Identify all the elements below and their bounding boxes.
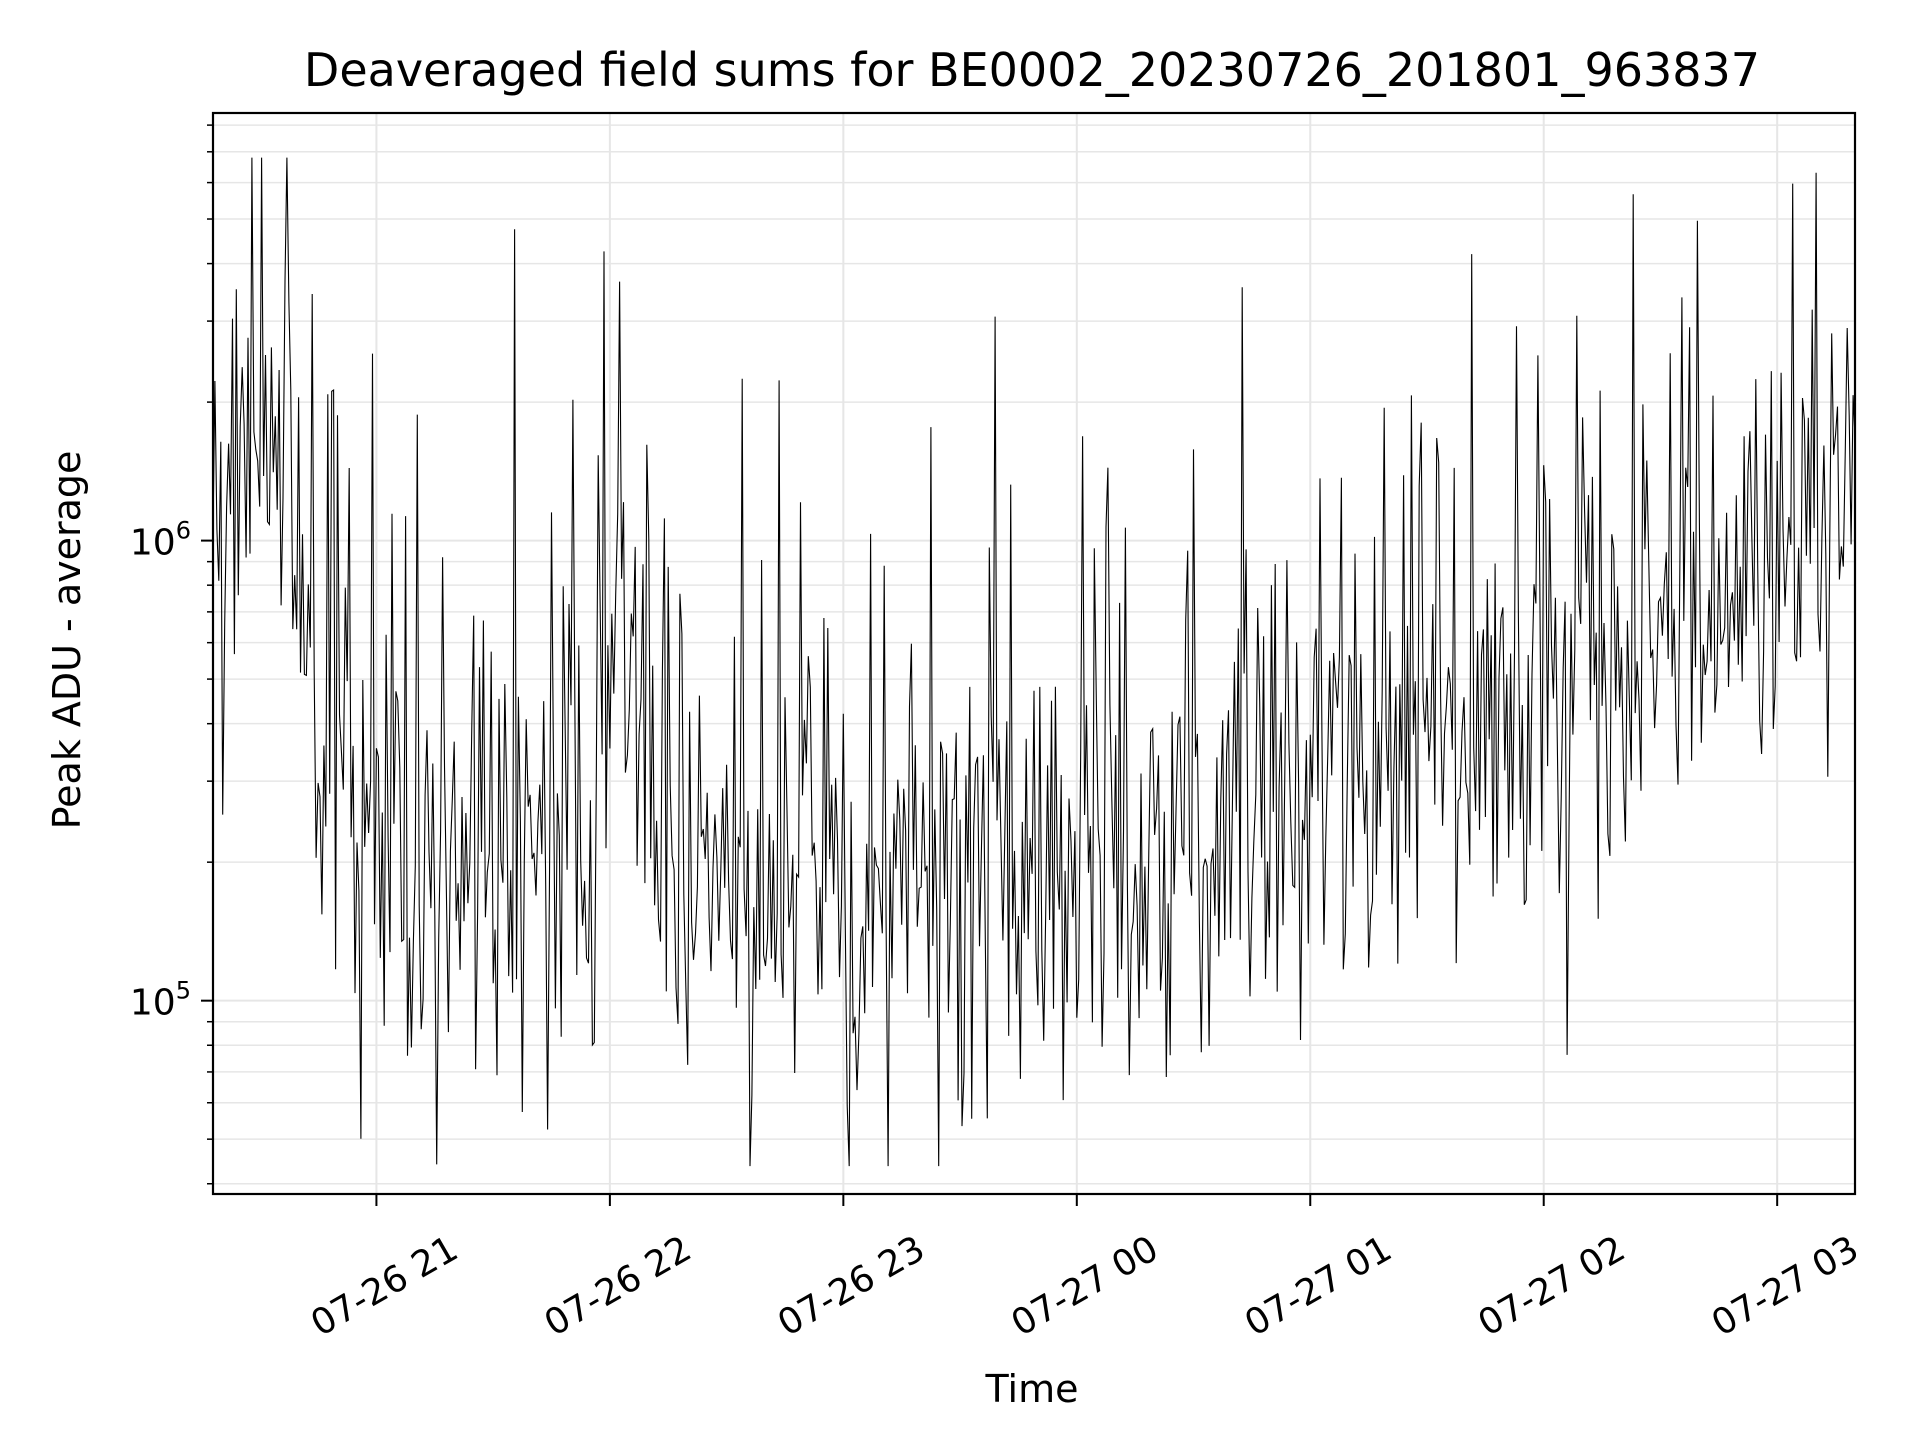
x-axis-label: Time — [985, 1367, 1079, 1411]
y-tick-label: 105 — [130, 977, 191, 1024]
y-tick-base: 10 — [130, 523, 176, 564]
y-tick-exponent: 6 — [176, 517, 191, 545]
series-layer — [212, 157, 1856, 1167]
y-tick-exponent: 5 — [176, 977, 191, 1005]
series-line — [212, 157, 1856, 1167]
y-axis-label: Peak ADU - average — [45, 451, 89, 830]
chart-title: Deaveraged field sums for BE0002_2023072… — [304, 43, 1760, 97]
y-tick-base: 10 — [130, 983, 176, 1024]
plot-frame — [211, 111, 1857, 1196]
y-tick-label: 106 — [130, 517, 191, 564]
